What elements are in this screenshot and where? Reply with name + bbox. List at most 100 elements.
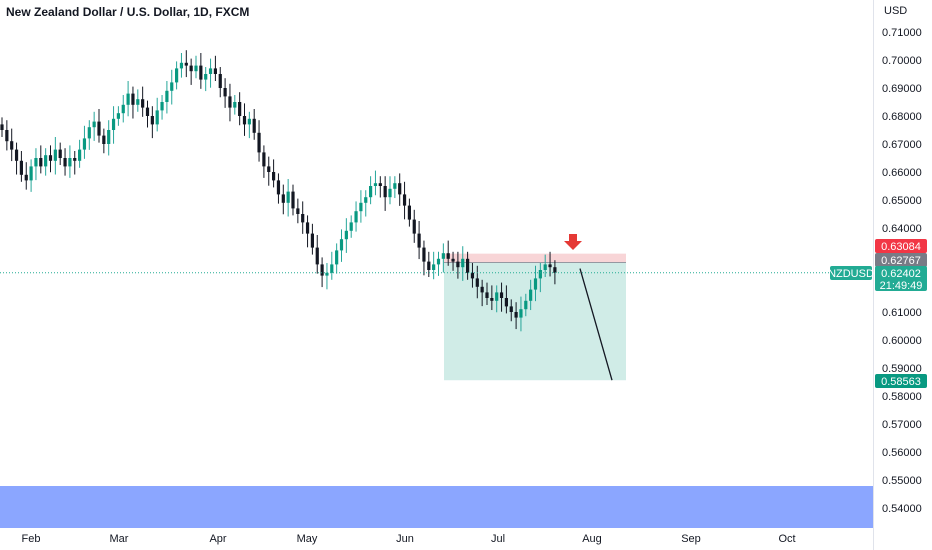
down-arrow-icon [564, 234, 582, 250]
candle [349, 215, 353, 238]
candle-body [519, 309, 523, 318]
candle [514, 302, 518, 330]
candle-body [208, 68, 213, 74]
candle-body [189, 65, 193, 72]
time-axis[interactable]: Feb Mar Apr May Jun Jul Aug Sep Oct [22, 533, 796, 545]
candle [344, 218, 348, 253]
candle [470, 263, 475, 288]
current-price-tag-bg [875, 266, 927, 291]
candle [378, 176, 382, 198]
candle [393, 176, 397, 199]
candle-body [296, 208, 300, 214]
candle-body [252, 118, 256, 133]
candle [208, 58, 213, 88]
candle [63, 148, 67, 176]
candle [53, 137, 57, 175]
candle [533, 265, 538, 302]
candle-body [354, 211, 358, 223]
candle-body [461, 258, 465, 268]
candle [29, 159, 33, 192]
candle-body [480, 286, 484, 293]
candle-body [73, 158, 77, 161]
candle-body [533, 278, 538, 290]
candle-body [121, 104, 125, 114]
candle [131, 86, 135, 119]
candle-body [446, 253, 450, 259]
candle [24, 162, 28, 190]
candlestick-series [0, 50, 557, 332]
candle-body [160, 102, 164, 111]
candle-body [107, 130, 111, 144]
candle-body [141, 99, 145, 108]
y-tick-label: 0.58000 [882, 391, 922, 403]
candle-body [330, 264, 334, 273]
x-tick-label: May [297, 533, 318, 545]
candle [427, 251, 431, 277]
candle [48, 145, 53, 173]
candle-body [242, 116, 247, 125]
candle-body [470, 272, 475, 279]
candle-body [97, 121, 101, 136]
candle [184, 50, 188, 78]
candle-body [136, 99, 140, 105]
candle [301, 201, 305, 234]
candle [14, 142, 19, 175]
x-tick-label: Oct [778, 533, 795, 545]
candle [272, 159, 276, 188]
candle-body [204, 74, 208, 80]
candle-body [0, 124, 4, 130]
candle [111, 106, 116, 144]
x-tick-label: Sep [681, 533, 701, 545]
symbol-tag-text: NZDUSD [828, 268, 874, 280]
candle-body [524, 300, 528, 310]
stop-price-tag-text: 0.63084 [881, 241, 921, 253]
y-tick-label: 0.61000 [882, 307, 922, 319]
candle [466, 251, 470, 280]
candle-body [194, 65, 198, 72]
target-price-tag: 0.58563 [875, 374, 927, 388]
candle [121, 95, 125, 123]
stop-loss-zone [444, 253, 626, 263]
candle [252, 109, 256, 140]
candle [548, 251, 552, 277]
candle [97, 109, 101, 143]
candle [475, 265, 479, 299]
candle [267, 156, 271, 186]
candle-body [369, 186, 373, 198]
candle [102, 128, 106, 154]
candle [5, 120, 9, 151]
candle-body [102, 135, 106, 144]
candle-body [339, 239, 344, 251]
candle-body [325, 272, 329, 276]
y-tick-label: 0.67000 [882, 139, 922, 151]
candle [490, 285, 494, 311]
candle [402, 181, 407, 220]
candle-body [68, 158, 72, 167]
candle [0, 117, 4, 137]
candle [276, 173, 281, 204]
y-tick-label: 0.68000 [882, 111, 922, 123]
candle-body [286, 191, 290, 203]
volume-band [0, 486, 873, 528]
entry-price-tag-text: 0.62767 [881, 255, 921, 267]
candle-body [213, 68, 217, 74]
candle [175, 61, 179, 90]
target-price-tag-text: 0.58563 [881, 376, 921, 388]
symbol-tag-bg [830, 266, 872, 280]
candle [422, 240, 426, 276]
candle-body [422, 247, 426, 262]
candle [339, 229, 344, 262]
candle [538, 263, 542, 293]
candle [407, 198, 411, 227]
y-tick-label: 0.57000 [882, 419, 922, 431]
candle [82, 125, 87, 159]
candle-body [383, 186, 387, 198]
candle-body [441, 253, 445, 259]
candle [58, 142, 62, 165]
chart-title: New Zealand Dollar / U.S. Dollar, 1D, FX… [6, 5, 250, 19]
candle-body [48, 155, 53, 161]
candle-body [388, 188, 392, 198]
candle-body [155, 110, 159, 125]
